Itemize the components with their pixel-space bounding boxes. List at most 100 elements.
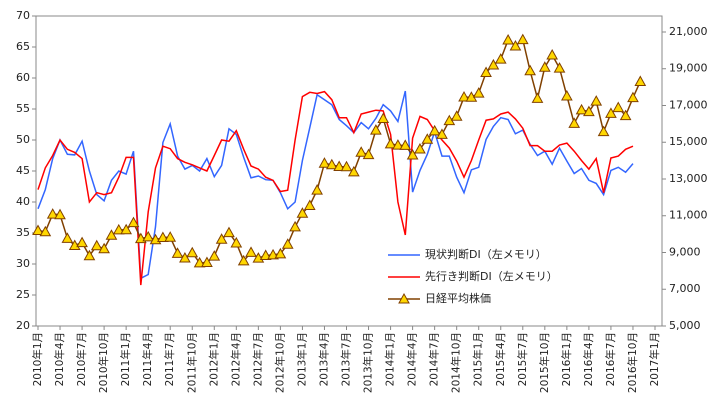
- marker: [112, 223, 125, 235]
- marker: [208, 250, 221, 261]
- marker: [76, 236, 88, 248]
- x-tick-label: 2011年1月: [119, 332, 132, 386]
- marker: [487, 58, 500, 70]
- legend-label: 日経平均株価: [425, 291, 491, 305]
- y-tick-label: 70: [16, 9, 30, 22]
- marker: [583, 105, 595, 117]
- y2-tick-label: 13,000: [669, 172, 708, 185]
- marker: [414, 142, 426, 154]
- marker: [472, 87, 485, 98]
- y-tick-label: 20: [16, 319, 30, 332]
- marker: [318, 157, 331, 168]
- x-tick-label: 2013年1月: [295, 332, 308, 386]
- y2-tick-label: 19,000: [669, 62, 708, 75]
- marker: [524, 64, 536, 76]
- y-tick-label: 60: [16, 71, 30, 84]
- legend: 現状判断DI（左メモリ） 先行き判断DI（左メモリ） 日経平均株価: [388, 247, 558, 305]
- y2-tick-label: 5,000: [669, 319, 701, 332]
- y2-tick-label: 17,000: [669, 98, 708, 111]
- marker: [32, 224, 44, 235]
- x-tick-label: 2016年4月: [582, 332, 595, 386]
- x-tick-label: 2014年1月: [384, 332, 397, 386]
- marker: [575, 103, 588, 115]
- marker: [377, 112, 390, 124]
- marker: [553, 62, 566, 73]
- marker: [289, 220, 301, 232]
- series-line: [37, 90, 634, 286]
- legend-marker: [398, 292, 410, 304]
- y2-tick-label: 11,000: [669, 209, 708, 222]
- marker: [590, 95, 603, 106]
- marker: [597, 125, 610, 137]
- marker: [634, 75, 647, 86]
- y-tick-label: 30: [16, 257, 30, 270]
- y2-tick-label: 15,000: [669, 135, 708, 148]
- marker: [120, 223, 132, 235]
- legend-label: 現状判断DI（左メモリ）: [425, 247, 547, 261]
- marker: [480, 66, 492, 77]
- marker: [281, 238, 294, 249]
- y2-tick-label: 9,000: [669, 245, 701, 258]
- marker: [237, 254, 250, 266]
- marker: [546, 48, 559, 60]
- marker: [538, 61, 551, 72]
- y-tick-label: 65: [16, 40, 30, 53]
- marker: [392, 139, 404, 150]
- x-tick-label: 2014年10月: [450, 332, 463, 393]
- marker: [531, 92, 544, 103]
- marker: [568, 117, 581, 128]
- x-tick-label: 2013年10月: [362, 332, 375, 393]
- marker: [105, 229, 118, 240]
- marker: [259, 249, 272, 260]
- marker: [171, 247, 184, 258]
- x-tick-label: 2010年10月: [97, 332, 110, 393]
- marker: [612, 101, 625, 113]
- x-tick-label: 2012年10月: [273, 332, 286, 393]
- marker: [245, 246, 257, 257]
- x-tick-label: 2012年4月: [229, 332, 242, 386]
- marker: [157, 231, 169, 243]
- marker: [223, 226, 235, 238]
- y2-tick-label: 7,000: [669, 282, 701, 295]
- marker: [347, 165, 360, 177]
- marker: [142, 230, 155, 242]
- marker: [333, 160, 346, 172]
- x-tick-label: 2013年7月: [340, 332, 353, 386]
- x-tick-label: 2010年4月: [53, 332, 66, 386]
- marker: [61, 232, 74, 243]
- marker: [516, 33, 529, 45]
- marker: [362, 148, 375, 160]
- x-tick-label: 2012年1月: [207, 332, 220, 386]
- marker: [370, 124, 382, 135]
- x-tick-label: 2012年7月: [251, 332, 264, 386]
- marker: [39, 225, 52, 237]
- marker: [450, 110, 463, 121]
- marker: [186, 246, 199, 258]
- marker: [458, 91, 470, 102]
- x-tick-label: 2016年10月: [626, 332, 639, 393]
- marker: [54, 208, 66, 220]
- marker: [502, 33, 514, 45]
- marker: [311, 184, 323, 195]
- marker: [303, 199, 316, 210]
- x-tick-label: 2015年10月: [538, 332, 551, 393]
- x-tick-label: 2015年7月: [516, 332, 529, 386]
- marker: [98, 242, 110, 254]
- marker: [494, 53, 507, 64]
- y-tick-label: 45: [16, 164, 30, 177]
- x-tick-label: 2013年4月: [317, 332, 330, 386]
- y-tick-label: 55: [16, 102, 30, 115]
- marker: [406, 149, 419, 160]
- marker: [340, 160, 353, 172]
- x-tick-label: 2017年1月: [648, 332, 661, 386]
- marker: [421, 133, 434, 144]
- x-tick-label: 2016年1月: [560, 332, 573, 386]
- marker: [325, 158, 338, 170]
- marker: [68, 239, 81, 250]
- marker: [619, 109, 632, 121]
- marker: [83, 249, 96, 261]
- marker: [201, 256, 213, 268]
- marker: [436, 128, 448, 139]
- marker: [509, 40, 522, 51]
